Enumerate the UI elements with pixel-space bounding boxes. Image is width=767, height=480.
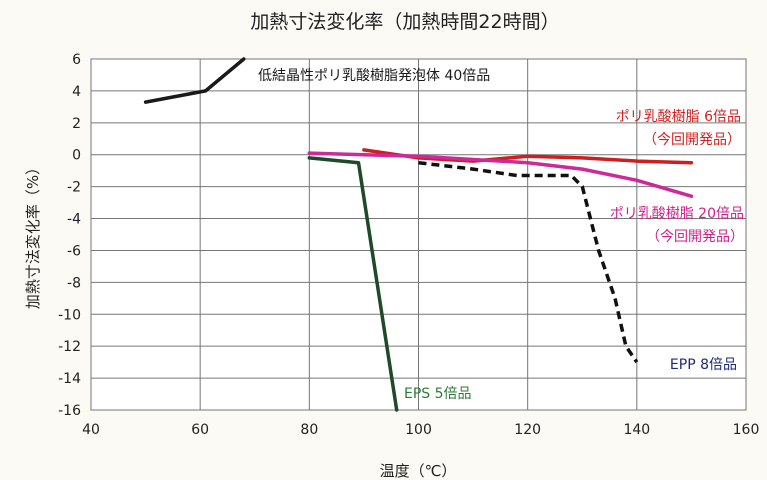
y-axis-label: 加熱寸法変化率（%） xyxy=(24,160,42,309)
series-line-4 xyxy=(307,156,399,412)
x-gridlines xyxy=(90,59,747,410)
y-tick-label: -12 xyxy=(58,339,81,355)
y-tick-label: -8 xyxy=(67,275,81,291)
x-tick-labels: 40 60 80 100 120 140 160 xyxy=(82,422,759,438)
y-tick-labels: 6 4 2 0 -2 -4 -6 -8 -10 -12 -14 -16 xyxy=(58,52,81,419)
y-tick-label: -10 xyxy=(58,307,81,323)
series-label: ポリ乳酸樹脂 20倍品 xyxy=(610,206,744,222)
y-tick-label: -4 xyxy=(67,212,81,228)
series-line-0 xyxy=(143,57,246,104)
series-label: （今回開発品） xyxy=(643,132,741,148)
x-tick-label: 80 xyxy=(300,422,318,438)
series-label: ポリ乳酸樹脂 6倍品 xyxy=(616,109,741,125)
x-tick-label: 120 xyxy=(514,422,541,438)
x-tick-label: 100 xyxy=(405,422,432,438)
series-label: EPP 8倍品 xyxy=(670,357,737,373)
series-line-3 xyxy=(418,160,639,364)
series-label: EPS 5倍品 xyxy=(404,386,472,402)
y-tick-label: 6 xyxy=(72,52,81,68)
x-tick-label: 140 xyxy=(623,422,650,438)
chart-title: 加熱寸法変化率（加熱時間22時間） xyxy=(250,11,559,33)
x-axis-label: 温度（℃） xyxy=(380,462,457,480)
x-tick-label: 60 xyxy=(191,422,209,438)
x-tick-label: 160 xyxy=(733,422,760,438)
series-label: 低結晶性ポリ乳酸樹脂発泡体 40倍品 xyxy=(258,68,490,84)
series-lines xyxy=(143,57,694,412)
y-tick-label: -16 xyxy=(58,403,81,419)
y-tick-label: 0 xyxy=(72,148,81,164)
y-tick-label: -2 xyxy=(67,180,81,196)
y-tick-label: -6 xyxy=(67,243,81,259)
series-label: （今回開発品） xyxy=(646,229,744,245)
series-line-2 xyxy=(307,151,694,198)
y-tick-label: 4 xyxy=(72,84,81,100)
y-tick-label: 2 xyxy=(72,116,81,132)
y-tick-label: -14 xyxy=(58,371,81,387)
x-tick-label: 40 xyxy=(82,422,100,438)
